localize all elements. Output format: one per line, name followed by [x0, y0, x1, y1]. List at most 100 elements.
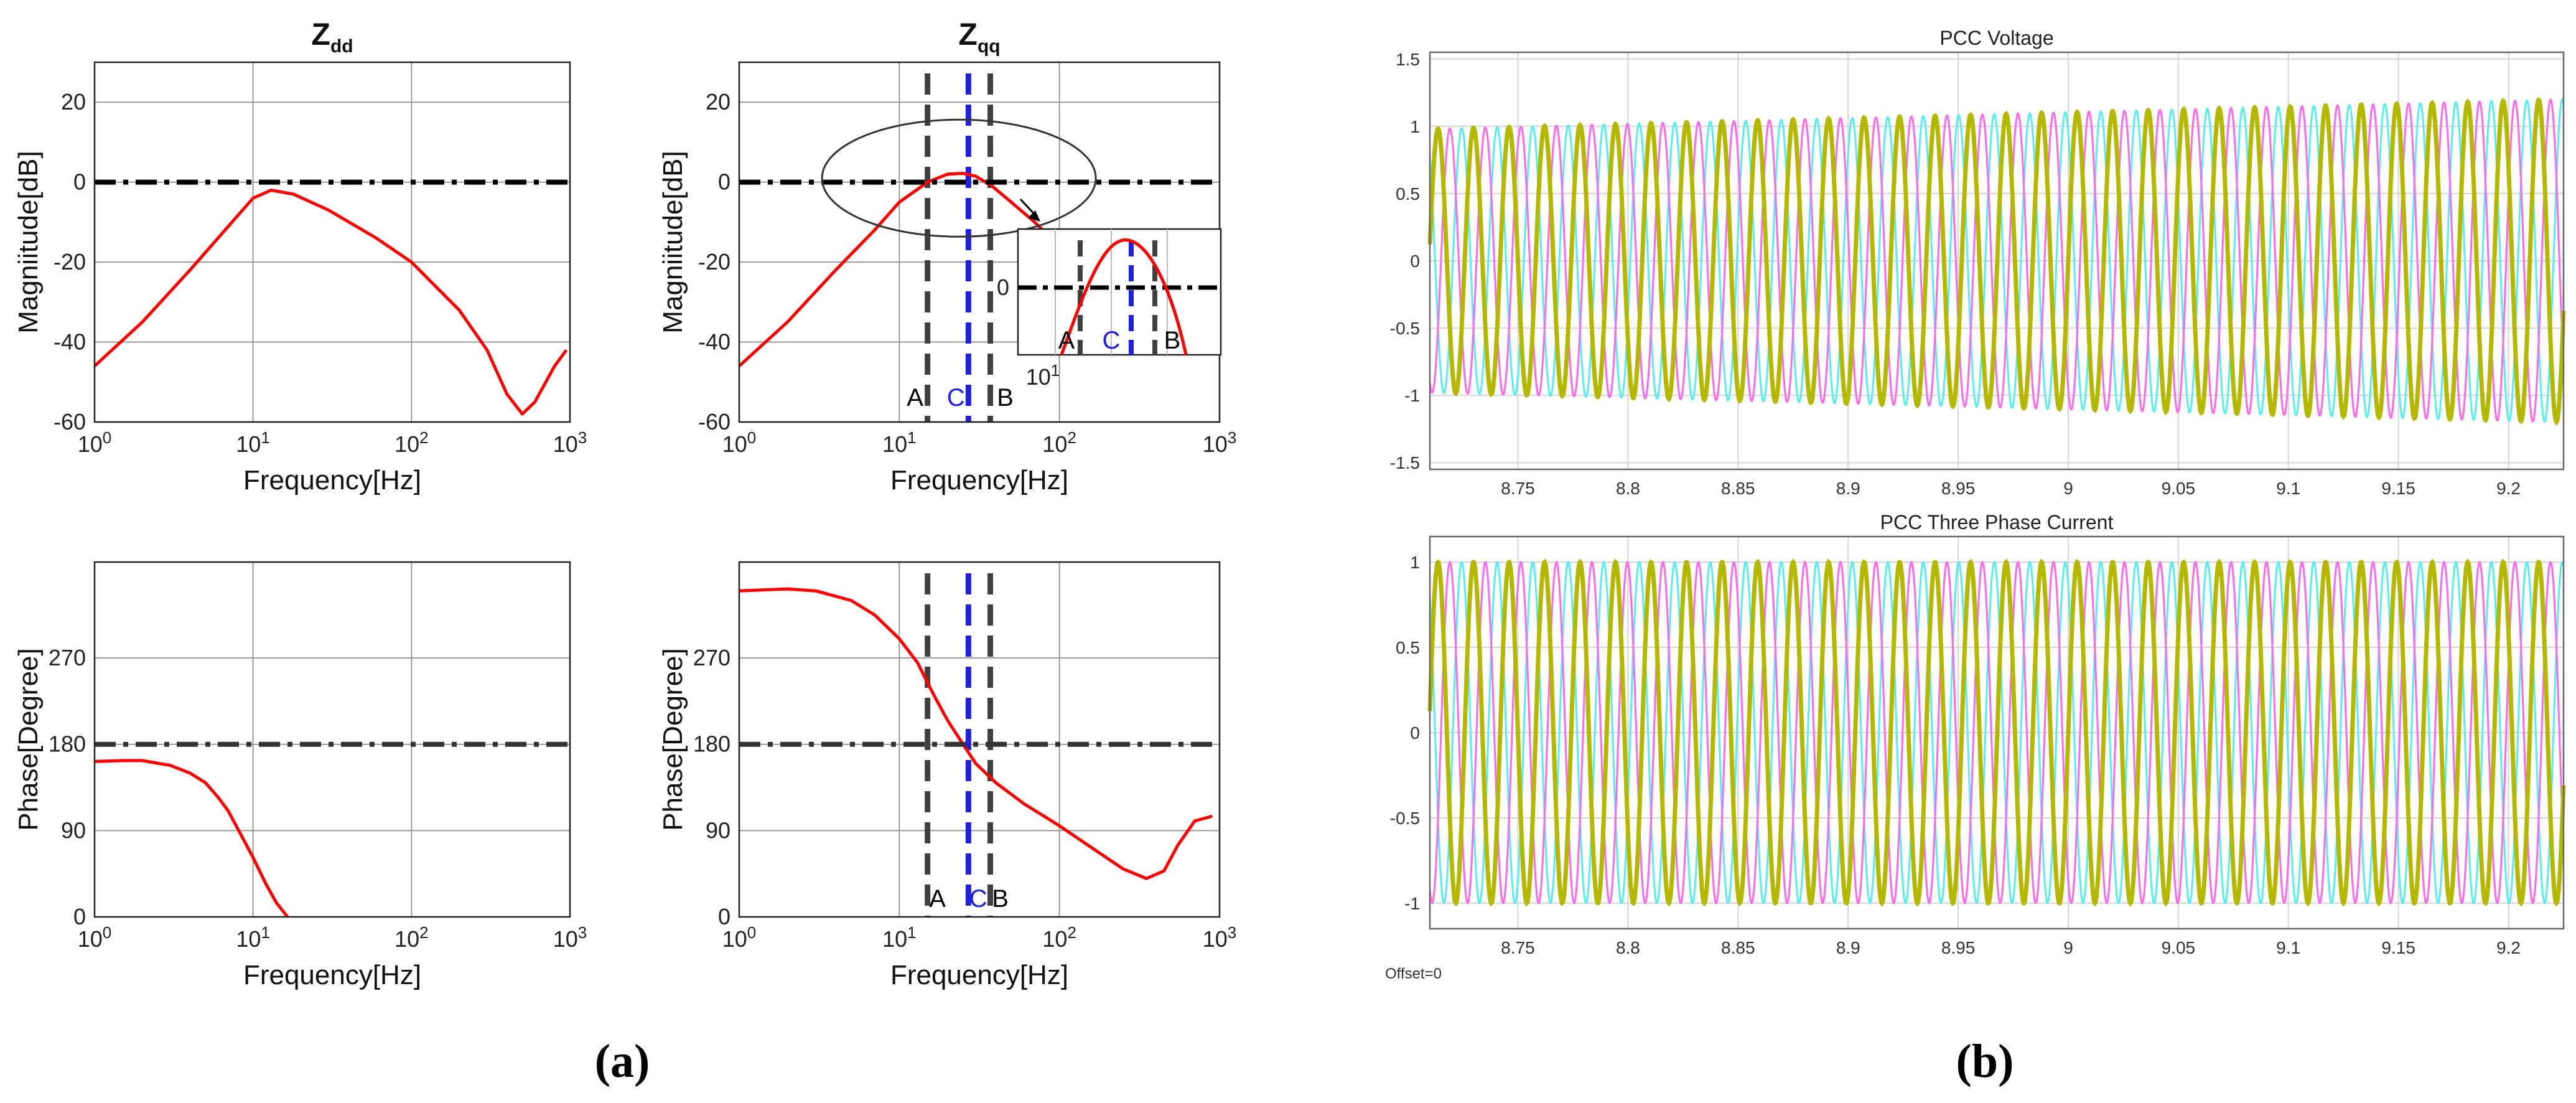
- x-tick-label: 103: [553, 428, 587, 457]
- x-tick-label: 101: [882, 923, 917, 952]
- zdd-phase-plot: 100 101 102 103 0 90 180 270 Frequency[Hz] Phase[…: [13, 561, 587, 990]
- x-tick-label: 100: [722, 923, 757, 952]
- y-tick-label: -60: [698, 409, 730, 434]
- x-tick-label: 8.9: [1836, 938, 1860, 957]
- axes-frame: [738, 561, 1221, 918]
- pcc-voltage-plot: 8.75 8.8 8.85 8.9 8.95 9 9.05 9.1 9.15 9.2 -1.5 -1 -…: [1390, 27, 2566, 498]
- series-line-phase-b: [1429, 560, 2565, 905]
- x-axis-label: Frequency[Hz]: [890, 960, 1068, 990]
- y-tick-label: 1.5: [1396, 50, 1420, 69]
- x-tick-label: 9.2: [2496, 938, 2521, 957]
- x-tick-label: 9.15: [2381, 479, 2415, 498]
- y-tick-label: 180: [693, 731, 730, 757]
- x-tick-label: 102: [394, 428, 429, 457]
- y-tick-label: 0: [718, 169, 730, 195]
- y-tick-label: 0: [1410, 251, 1420, 271]
- zqq-magnitude-plot: 100 101 102 103 -60 -40 -20 0 20 Frequency[Hz] Mag…: [658, 17, 1236, 495]
- axes-frame: [93, 561, 571, 918]
- x-tick-label: 9.2: [2496, 479, 2521, 498]
- x-tick-label: 9: [2063, 479, 2073, 498]
- y-axis-label: Magniitude[dB]: [658, 151, 688, 334]
- inset-curve: [1060, 238, 1188, 355]
- x-tick-label: 102: [1042, 923, 1076, 952]
- marker-label-a: A: [907, 384, 923, 411]
- x-tick-label: 100: [78, 923, 112, 952]
- x-tick-label: 102: [1042, 428, 1076, 457]
- plot-title: PCC Voltage: [1939, 27, 2053, 49]
- y-tick-label: 180: [49, 731, 86, 757]
- axes-frame: [93, 61, 571, 423]
- x-tick-label: 101: [236, 428, 270, 457]
- zdd-magnitude-plot: 100 101 102 103 -60 -40 -20 0 20 Frequency[Hz] Mag…: [13, 17, 587, 495]
- zqq-phase-plot: 100 101 102 103 0 90 180 270 Frequency[Hz] Phase[…: [658, 561, 1237, 990]
- inset-y-tick-label: 0: [997, 275, 1009, 300]
- panel-a-label: (a): [595, 1035, 650, 1087]
- y-axis-label: Magniitude[dB]: [13, 151, 44, 334]
- x-tick-label: 8.95: [1941, 938, 1976, 957]
- plot-title: PCC Three Phase Current: [1880, 511, 2114, 533]
- y-tick-label: 1: [1410, 117, 1420, 136]
- y-tick-label: -60: [54, 409, 86, 434]
- plot-background: [95, 62, 570, 422]
- x-tick-label: 100: [722, 428, 757, 457]
- y-tick-label: 0.5: [1396, 638, 1420, 657]
- y-tick-label: 0: [73, 904, 86, 929]
- series-line: [93, 189, 568, 416]
- y-tick-label: -1: [1404, 386, 1420, 405]
- x-tick-label: 8.85: [1721, 938, 1755, 957]
- y-tick-label: -1.5: [1390, 453, 1420, 472]
- x-tick-label: 8.8: [1616, 479, 1640, 498]
- x-tick-label: 8.75: [1501, 479, 1535, 498]
- x-tick-label: 103: [1203, 923, 1237, 952]
- x-axis-label: Frequency[Hz]: [243, 465, 421, 495]
- x-tick-label: 8.8: [1616, 938, 1640, 957]
- x-tick-label: 9.05: [2162, 938, 2196, 957]
- plot-background: [739, 562, 1220, 917]
- x-tick-label: 8.95: [1941, 479, 1976, 498]
- x-tick-label: 101: [882, 428, 917, 457]
- inset-label-c: C: [1103, 327, 1121, 354]
- series-line-phase-b: [1429, 98, 2565, 423]
- marker-label-a: A: [929, 885, 946, 913]
- y-axis-label: Phase[Degree]: [13, 648, 44, 831]
- x-tick-label: 9.05: [2162, 479, 2196, 498]
- x-tick-label: 101: [236, 923, 270, 952]
- y-axis-label: Phase[Degree]: [658, 648, 688, 831]
- y-tick-label: 270: [693, 645, 730, 670]
- series-line: [738, 172, 1079, 367]
- y-tick-label: -20: [698, 249, 730, 275]
- inset-x-tick-label: 101: [1026, 361, 1060, 390]
- inset-label-b: B: [1164, 327, 1181, 354]
- series-line-phase-c: [1429, 560, 2565, 905]
- plot-title: Zdd: [311, 17, 353, 57]
- y-tick-label: -40: [698, 329, 730, 355]
- y-tick-label: 20: [706, 89, 730, 115]
- x-tick-label: 103: [553, 923, 587, 952]
- y-tick-label: -1: [1404, 894, 1420, 913]
- zoom-arrowhead: [1028, 210, 1040, 222]
- y-tick-label: 20: [61, 89, 86, 115]
- y-tick-label: -0.5: [1390, 809, 1420, 828]
- marker-label-b: B: [997, 384, 1014, 411]
- x-tick-label: 8.9: [1836, 479, 1860, 498]
- series-line-phase-c: [1429, 98, 2565, 424]
- y-tick-label: 0: [718, 904, 730, 929]
- y-tick-label: 0: [73, 169, 86, 195]
- series-line-phase-a: [1427, 558, 2566, 907]
- x-tick-label: 102: [394, 923, 429, 952]
- y-tick-label: -40: [54, 329, 86, 355]
- y-tick-label: -20: [54, 249, 86, 275]
- y-tick-label: 90: [61, 817, 86, 843]
- plot-title: Zqq: [958, 17, 1000, 57]
- zoom-ellipse: [821, 118, 1097, 238]
- axes-frame: [1429, 51, 2565, 471]
- inset-frame: [1017, 228, 1222, 356]
- x-tick-label: 9.15: [2381, 938, 2415, 957]
- y-tick-label: -0.5: [1390, 319, 1420, 338]
- x-tick-label: 8.75: [1501, 938, 1535, 957]
- series-line: [739, 587, 1213, 880]
- y-tick-label: 0: [1410, 723, 1420, 743]
- x-tick-label: 9.1: [2276, 938, 2300, 957]
- marker-label-c: C: [969, 885, 987, 913]
